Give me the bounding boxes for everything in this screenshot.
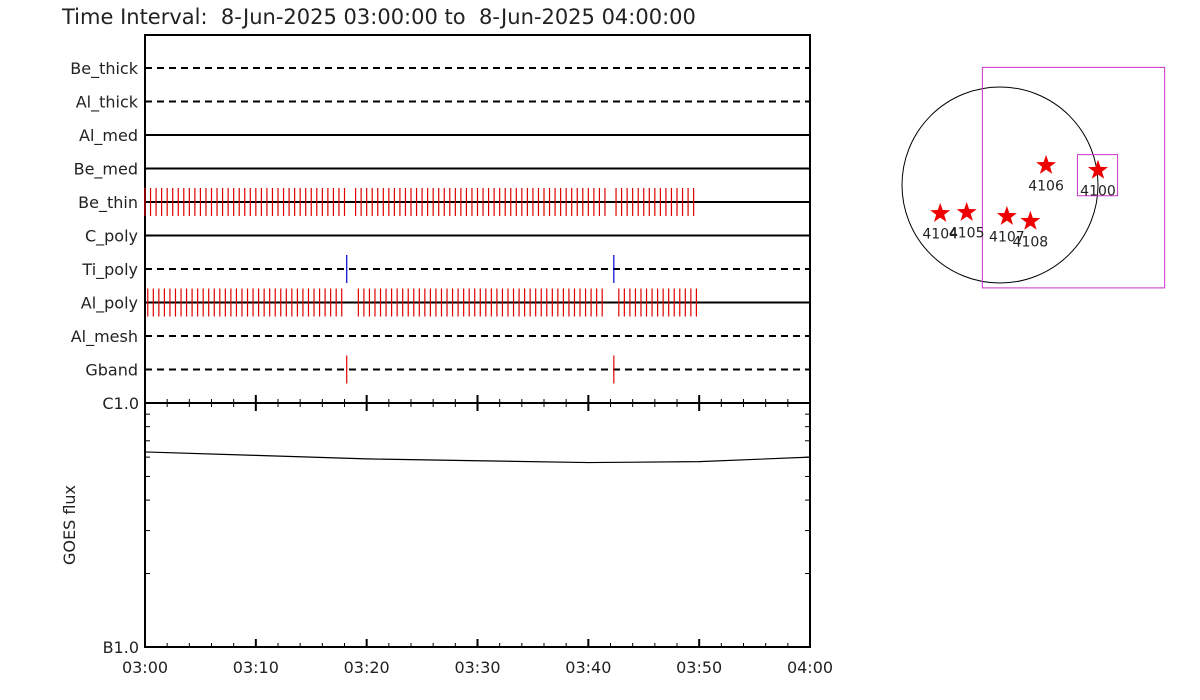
region-label: 4107	[989, 229, 1025, 245]
solar-disk	[901, 86, 1099, 284]
region-star	[930, 202, 951, 222]
region-label: 4106	[1028, 178, 1064, 194]
region-label: 4105	[949, 225, 985, 241]
region-star	[956, 201, 977, 221]
row-label: Be_thick	[70, 59, 138, 79]
x-tick-label: 03:30	[454, 658, 500, 677]
row-label: C_poly	[85, 227, 138, 247]
x-tick-label: 03:20	[344, 658, 390, 677]
timeline-frame	[144, 34, 811, 404]
y-axis-label: GOES flux	[60, 485, 79, 565]
region-star	[1088, 159, 1108, 179]
row-label: Al_poly	[81, 294, 138, 314]
x-tick-label: 04:00	[787, 658, 833, 677]
target-box	[1076, 154, 1119, 197]
field-of-view	[981, 66, 1166, 289]
region-star	[996, 205, 1017, 225]
row-label: Ti_poly	[81, 260, 138, 280]
row-label: Gband	[85, 361, 138, 380]
region-star	[1036, 154, 1056, 174]
row-label: Al_thick	[76, 93, 139, 113]
goes-line	[144, 451, 811, 464]
x-tick-label: 03:10	[233, 658, 279, 677]
x-tick-label: 03:00	[122, 658, 168, 677]
y-tick-label: B1.0	[103, 638, 139, 657]
region-label: 4100	[1080, 183, 1116, 199]
x-tick-label: 03:40	[565, 658, 611, 677]
row-label: Al_mesh	[71, 327, 138, 347]
region-label: 4104	[922, 226, 958, 242]
goes-frame	[144, 402, 811, 648]
y-tick-label: C1.0	[102, 394, 139, 413]
x-tick-label: 03:50	[676, 658, 722, 677]
region-star	[1020, 210, 1041, 230]
row-label: Be_thin	[78, 193, 138, 213]
row-label: Al_med	[79, 126, 138, 146]
region-label: 4108	[1013, 234, 1049, 250]
chart-title: Time Interval: 8-Jun-2025 03:00:00 to 8-…	[61, 5, 696, 29]
row-label: Be_med	[74, 160, 138, 180]
